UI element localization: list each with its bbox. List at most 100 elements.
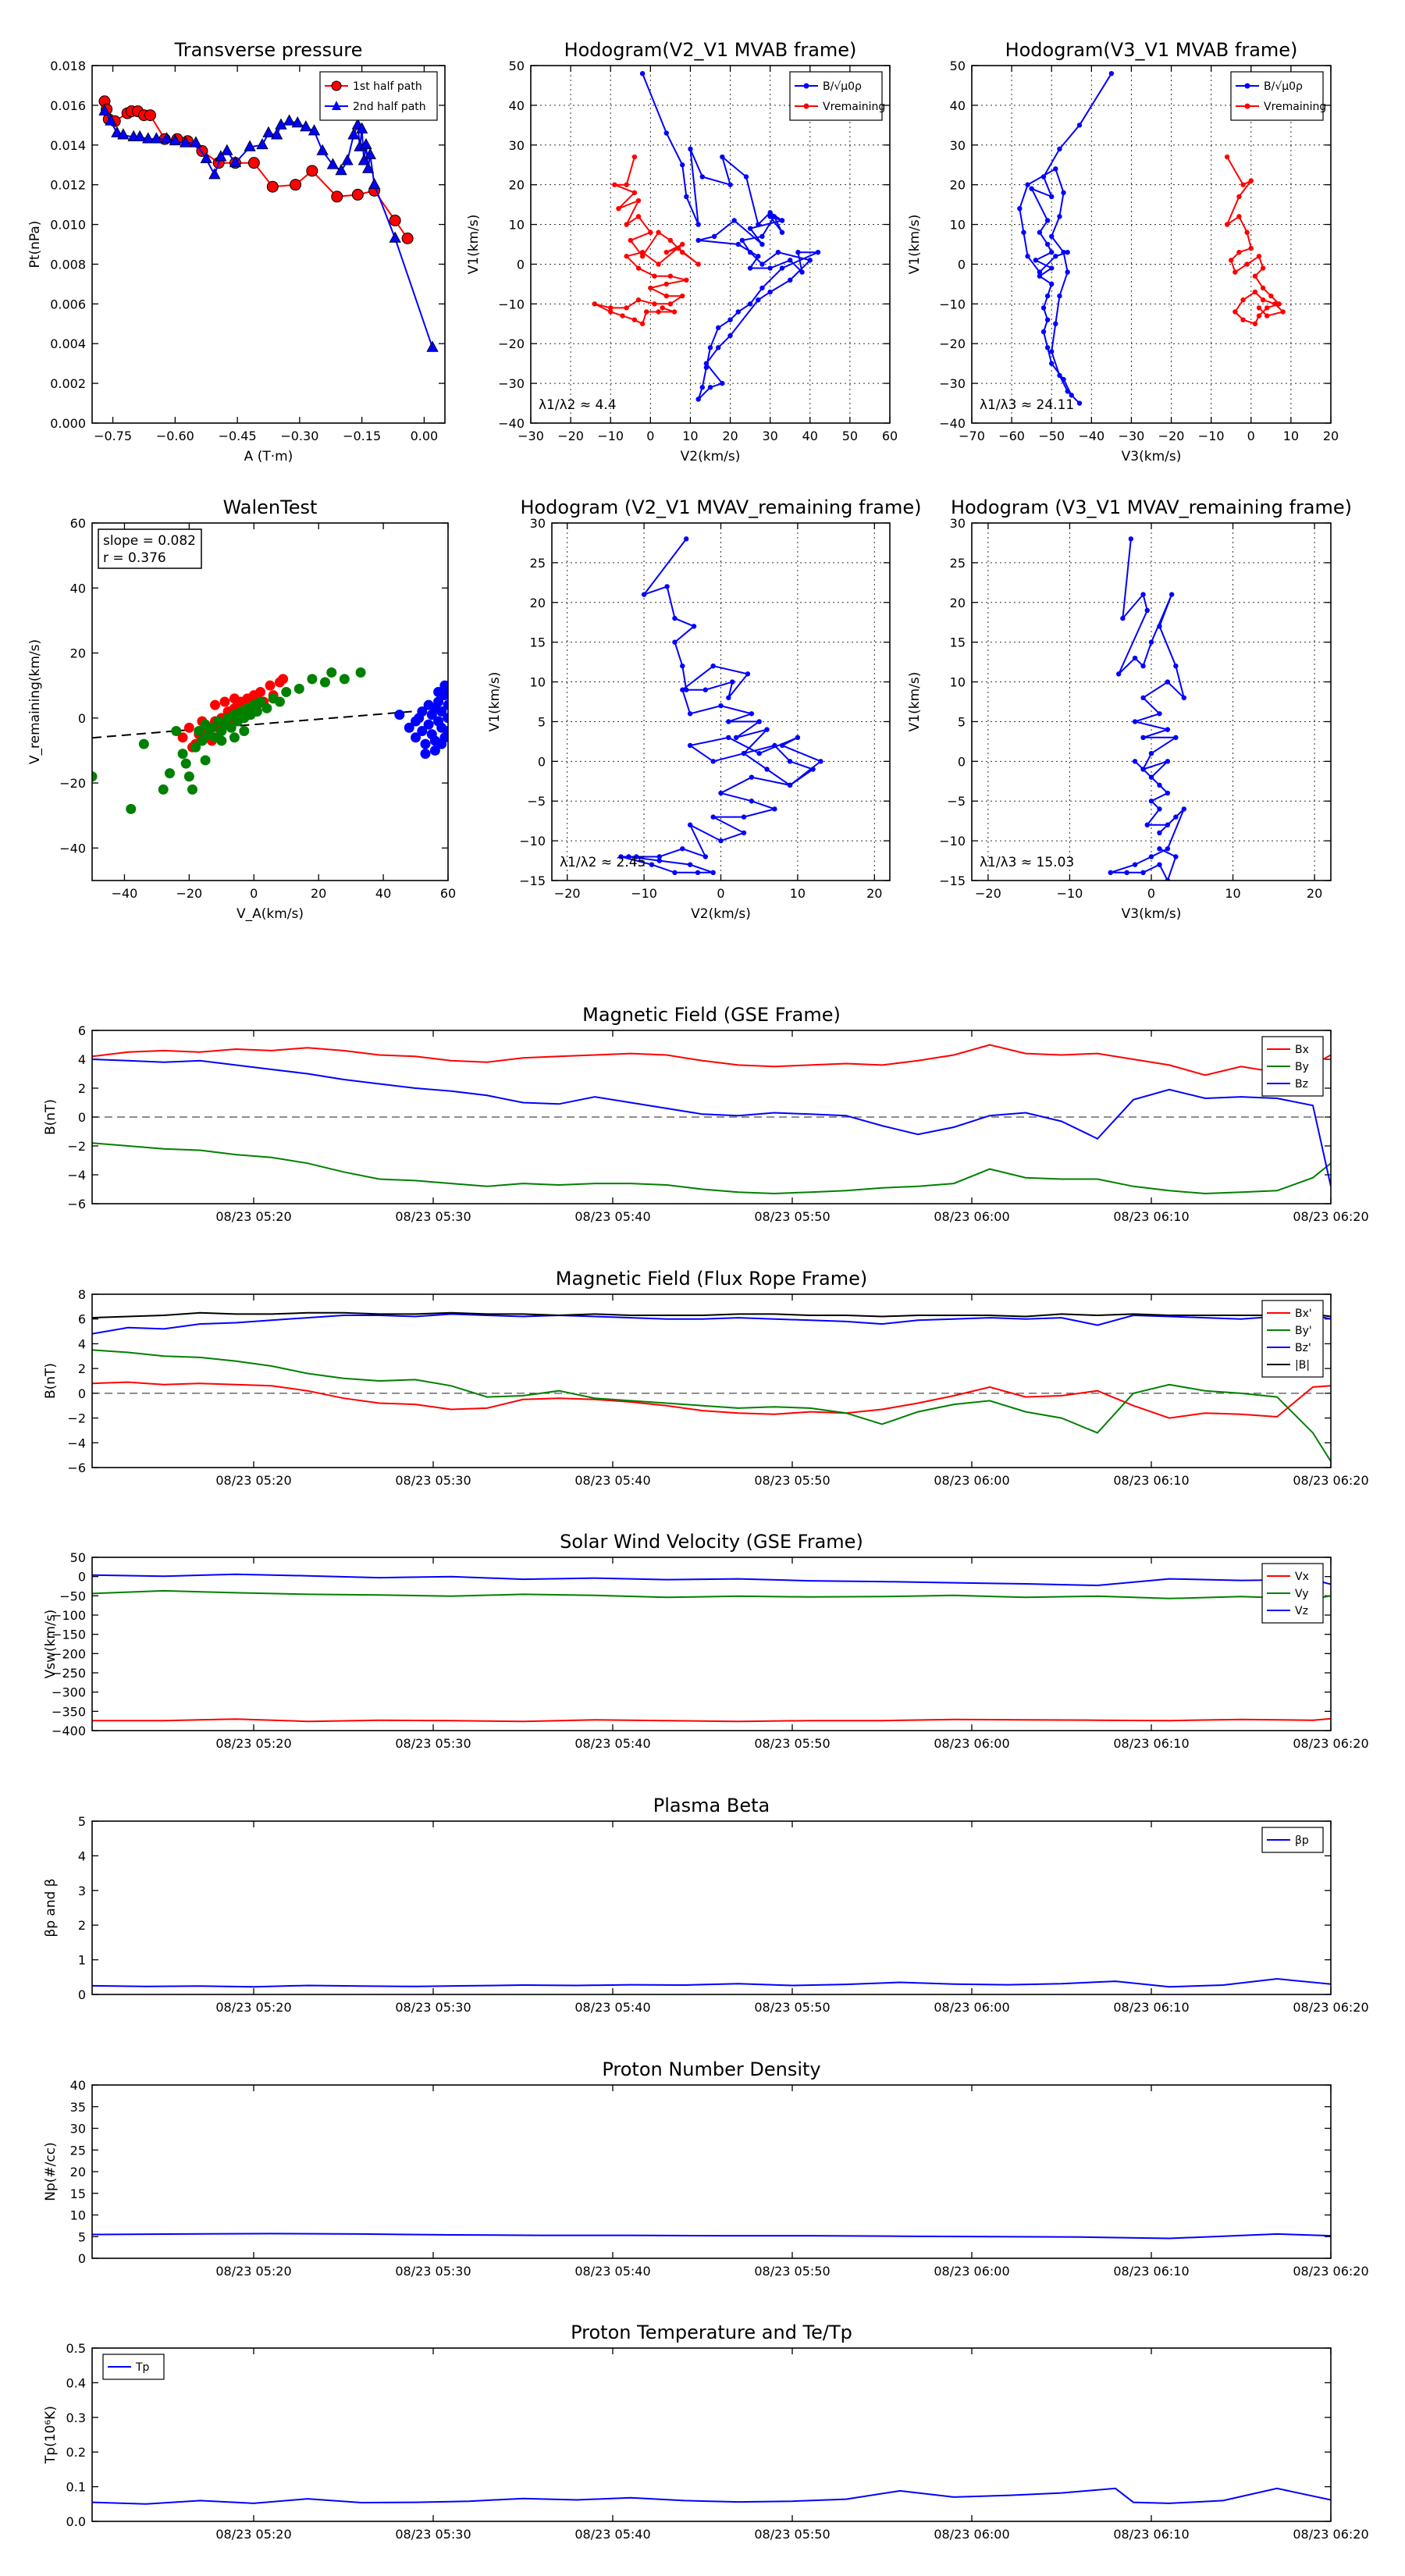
data-point [799,269,805,275]
data-point [283,114,296,126]
data-point [735,309,741,315]
data-point [1037,273,1043,279]
legend: Bx By Bz [1261,1036,1324,1097]
y-tick-label: −10 [939,834,966,849]
chart-ts_np: 08/23 05:20 08/23 05:30 08/23 05:40 08/23 0… [43,2058,1369,2279]
data-point [788,258,793,263]
data-point [126,803,137,814]
data-point [256,137,269,150]
y-tick-label: 10 [950,218,966,233]
data-point [1240,317,1246,322]
data-point [420,738,431,749]
series-Vz [92,1573,1331,1587]
legend-label: Vremaining [823,101,885,113]
chart-walen: −40 −20 0 20 40 60 −40 −20 0 20 40 60 WalenTest V_A(k… [27,496,456,922]
x-tick-label: −20 [975,886,1001,901]
data-point [164,768,175,779]
data-point [663,130,669,136]
x-tick-label: 08/23 05:30 [395,1473,471,1488]
x-tick-label: 0 [1147,886,1155,901]
x-tick-label: 08/23 05:40 [574,2527,650,2542]
data-point [169,133,182,146]
data-point [1260,265,1266,271]
y-tick-label: 6 [78,1023,86,1038]
data-point [1148,774,1154,780]
data-point [620,313,625,318]
data-point [787,782,793,788]
x-tick-label: −50 [1038,429,1065,443]
y-tick-label: −200 [52,1646,86,1661]
fit-line [92,707,448,739]
legend-label: Bz [1295,1078,1308,1091]
data-point [144,109,156,122]
data-point [795,249,801,255]
data-point [1157,624,1162,629]
data-point [788,277,793,283]
data-point [759,285,765,291]
y-tick-label: 5 [538,714,546,729]
data-point [688,146,693,152]
chart-title: Solar Wind Velocity (GSE Frame) [560,1531,863,1553]
data-point [730,679,735,685]
data-point [1049,281,1055,287]
data-point [278,674,289,685]
data-point [631,190,638,196]
data-point [1229,258,1234,263]
data-point [635,214,642,219]
data-point [389,231,401,243]
plot-frame [91,1293,1332,1468]
data-point [1244,262,1250,267]
data-point [747,226,753,231]
x-tick-label: 08/23 05:50 [754,2000,830,2015]
data-point [200,151,212,163]
chart-title: Plasma Beta [653,1795,770,1816]
series-Bx [92,1044,1331,1076]
legend-marker [332,101,341,110]
data-point [133,130,146,141]
y-axis-label: V1(km/s) [466,215,482,275]
data-point [663,249,669,255]
data-point [1061,376,1066,382]
data-point [92,771,98,782]
data-point [667,237,674,244]
data-point [703,361,710,366]
legend-label: By' [1295,1325,1312,1337]
data-point [364,148,376,159]
data-point [671,309,678,315]
data-point [1280,309,1286,315]
data-point [1256,313,1262,318]
data-point [429,745,440,756]
data-point [423,699,434,710]
data-point [648,285,653,291]
y-tick-label: 40 [950,98,966,113]
data-point [265,680,276,691]
x-axis-label: V3(km/s) [1122,449,1182,464]
data-point [687,711,693,717]
stats-line: slope = 0.082 [103,533,196,549]
stats-line: r = 0.376 [103,550,166,566]
x-tick-label: −0.60 [156,429,194,443]
data-point [639,249,646,255]
data-point [695,397,701,402]
data-point [1165,679,1171,685]
data-point [624,254,629,259]
legend-box [319,71,438,121]
data-point [1165,846,1171,852]
y-tick-label: −40 [59,841,86,856]
data-point [1165,759,1171,764]
series-line [92,1381,1331,1419]
data-point [183,771,194,782]
y-tick-label: 0.1 [66,2480,86,2495]
y-axis-label: V1(km/s) [907,215,923,275]
series-line [92,1589,1331,1600]
y-tick-label: 0 [78,1386,86,1401]
data-point [726,719,731,724]
data-point [1165,790,1171,796]
chart-ts_beta: 08/23 05:20 08/23 05:30 08/23 05:40 08/23 0… [43,1795,1369,2015]
data-point [1044,293,1051,299]
data-point [335,164,347,176]
data-point [639,254,646,259]
data-point [229,732,240,743]
y-tick-label: 40 [509,98,525,113]
legend-box [789,71,883,121]
